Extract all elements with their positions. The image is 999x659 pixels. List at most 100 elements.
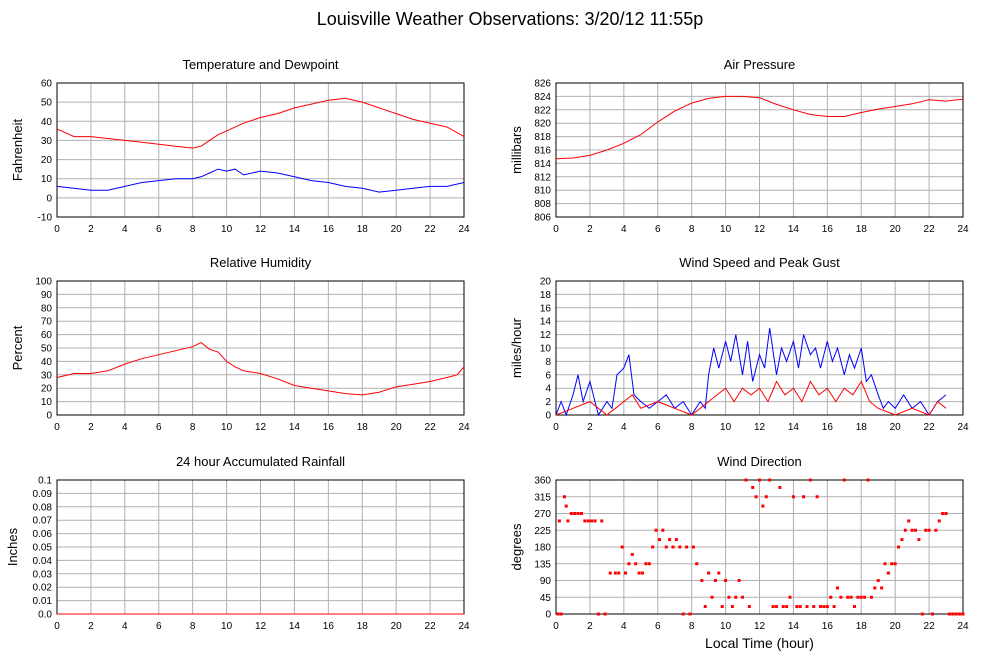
data-point bbox=[562, 495, 566, 499]
data-point bbox=[866, 478, 870, 482]
x-tick-label: 10 bbox=[221, 621, 233, 632]
x-tick-label: 12 bbox=[754, 422, 766, 433]
data-point bbox=[825, 605, 829, 609]
data-point bbox=[812, 605, 816, 609]
x-tick-label: 0 bbox=[553, 422, 559, 433]
series-line-1 bbox=[555, 327, 947, 417]
y-tick-label: 40 bbox=[41, 357, 53, 368]
y-tick-label: 270 bbox=[534, 509, 551, 520]
data-point bbox=[671, 545, 675, 549]
y-tick-label: 0.0 bbox=[38, 610, 52, 621]
data-point bbox=[768, 478, 772, 482]
data-point bbox=[876, 579, 880, 582]
data-point bbox=[695, 562, 699, 566]
data-point bbox=[730, 605, 734, 609]
y-tick-label: 45 bbox=[540, 593, 552, 604]
x-tick-label: 2 bbox=[587, 621, 593, 632]
x-tick-label: 20 bbox=[890, 224, 902, 235]
plot-frame bbox=[555, 82, 964, 218]
y-tick-label: 0.1 bbox=[38, 476, 52, 487]
y-tick-label: 0.03 bbox=[33, 569, 53, 580]
x-tick-label: 2 bbox=[587, 224, 593, 235]
data-point bbox=[819, 605, 823, 609]
data-point bbox=[897, 545, 901, 549]
data-point bbox=[914, 528, 918, 532]
data-point bbox=[600, 519, 604, 523]
y-tick-label: 0.04 bbox=[33, 556, 53, 567]
y-tick-label: 0 bbox=[545, 411, 551, 422]
data-point bbox=[852, 605, 856, 609]
data-point bbox=[678, 545, 682, 549]
data-point bbox=[917, 538, 921, 542]
y-tick-label: 50 bbox=[41, 98, 53, 109]
x-tick-label: 0 bbox=[54, 224, 60, 235]
y-tick-label: 820 bbox=[534, 119, 551, 130]
y-tick-label: 60 bbox=[41, 330, 53, 341]
data-point bbox=[569, 512, 573, 515]
x-tick-label: 10 bbox=[720, 621, 732, 632]
data-point bbox=[747, 605, 751, 609]
y-tick-label: 0 bbox=[46, 411, 52, 422]
data-point bbox=[651, 545, 655, 549]
data-point bbox=[778, 485, 782, 489]
data-point bbox=[691, 545, 695, 549]
x-tick-label: 14 bbox=[788, 422, 800, 433]
x-tick-label: 24 bbox=[957, 422, 969, 433]
data-point bbox=[873, 586, 877, 590]
y-tick-label: 10 bbox=[41, 397, 53, 408]
y-tick-label: 822 bbox=[534, 105, 551, 116]
x-tick-label: 16 bbox=[822, 422, 834, 433]
x-tick-label: 18 bbox=[856, 621, 868, 632]
x-tick-label: 8 bbox=[689, 422, 695, 433]
data-point bbox=[624, 571, 628, 575]
x-tick-label: 6 bbox=[655, 224, 661, 235]
x-tick-label: 4 bbox=[122, 224, 128, 235]
data-point bbox=[737, 579, 741, 582]
x-tick-label: 14 bbox=[289, 621, 301, 632]
y-axis-label: Inches bbox=[5, 527, 20, 566]
data-point bbox=[829, 595, 833, 599]
data-point bbox=[576, 512, 580, 515]
data-point bbox=[751, 485, 755, 489]
data-point bbox=[893, 562, 897, 566]
data-point bbox=[890, 562, 894, 566]
x-tick-label: 2 bbox=[88, 224, 94, 235]
y-tick-label: 10 bbox=[540, 344, 552, 355]
x-tick-label: 0 bbox=[553, 621, 559, 632]
x-tick-label: 18 bbox=[856, 422, 868, 433]
y-tick-label: 60 bbox=[41, 79, 53, 90]
y-tick-label: 360 bbox=[534, 476, 551, 487]
data-point bbox=[920, 612, 924, 616]
x-tick-label: 8 bbox=[689, 621, 695, 632]
data-point bbox=[640, 571, 644, 575]
x-tick-label: 4 bbox=[621, 621, 627, 632]
y-tick-label: 90 bbox=[540, 576, 552, 587]
x-tick-label: 14 bbox=[788, 224, 800, 235]
data-point bbox=[556, 612, 560, 616]
data-point bbox=[573, 512, 577, 515]
y-tick-label: 814 bbox=[534, 159, 551, 170]
x-tick-label: 20 bbox=[391, 224, 403, 235]
y-tick-label: 135 bbox=[534, 559, 551, 570]
x-tick-label: 22 bbox=[924, 621, 936, 632]
y-tick-label: 14 bbox=[540, 317, 552, 328]
data-point bbox=[903, 528, 907, 532]
data-point bbox=[791, 495, 795, 499]
data-point bbox=[717, 571, 721, 575]
x-axis-label: Local Time (hour) bbox=[705, 635, 814, 651]
y-axis-label: degrees bbox=[509, 523, 524, 570]
x-tick-label: 6 bbox=[655, 621, 661, 632]
data-point bbox=[700, 579, 704, 582]
series-line-1 bbox=[555, 95, 964, 160]
x-tick-label: 16 bbox=[822, 621, 834, 632]
x-tick-label: 24 bbox=[458, 621, 470, 632]
chart-title: Relative Humidity bbox=[210, 255, 312, 270]
x-tick-label: 6 bbox=[655, 422, 661, 433]
y-tick-label: 20 bbox=[41, 155, 53, 166]
data-point bbox=[734, 595, 738, 599]
x-tick-label: 22 bbox=[425, 621, 437, 632]
